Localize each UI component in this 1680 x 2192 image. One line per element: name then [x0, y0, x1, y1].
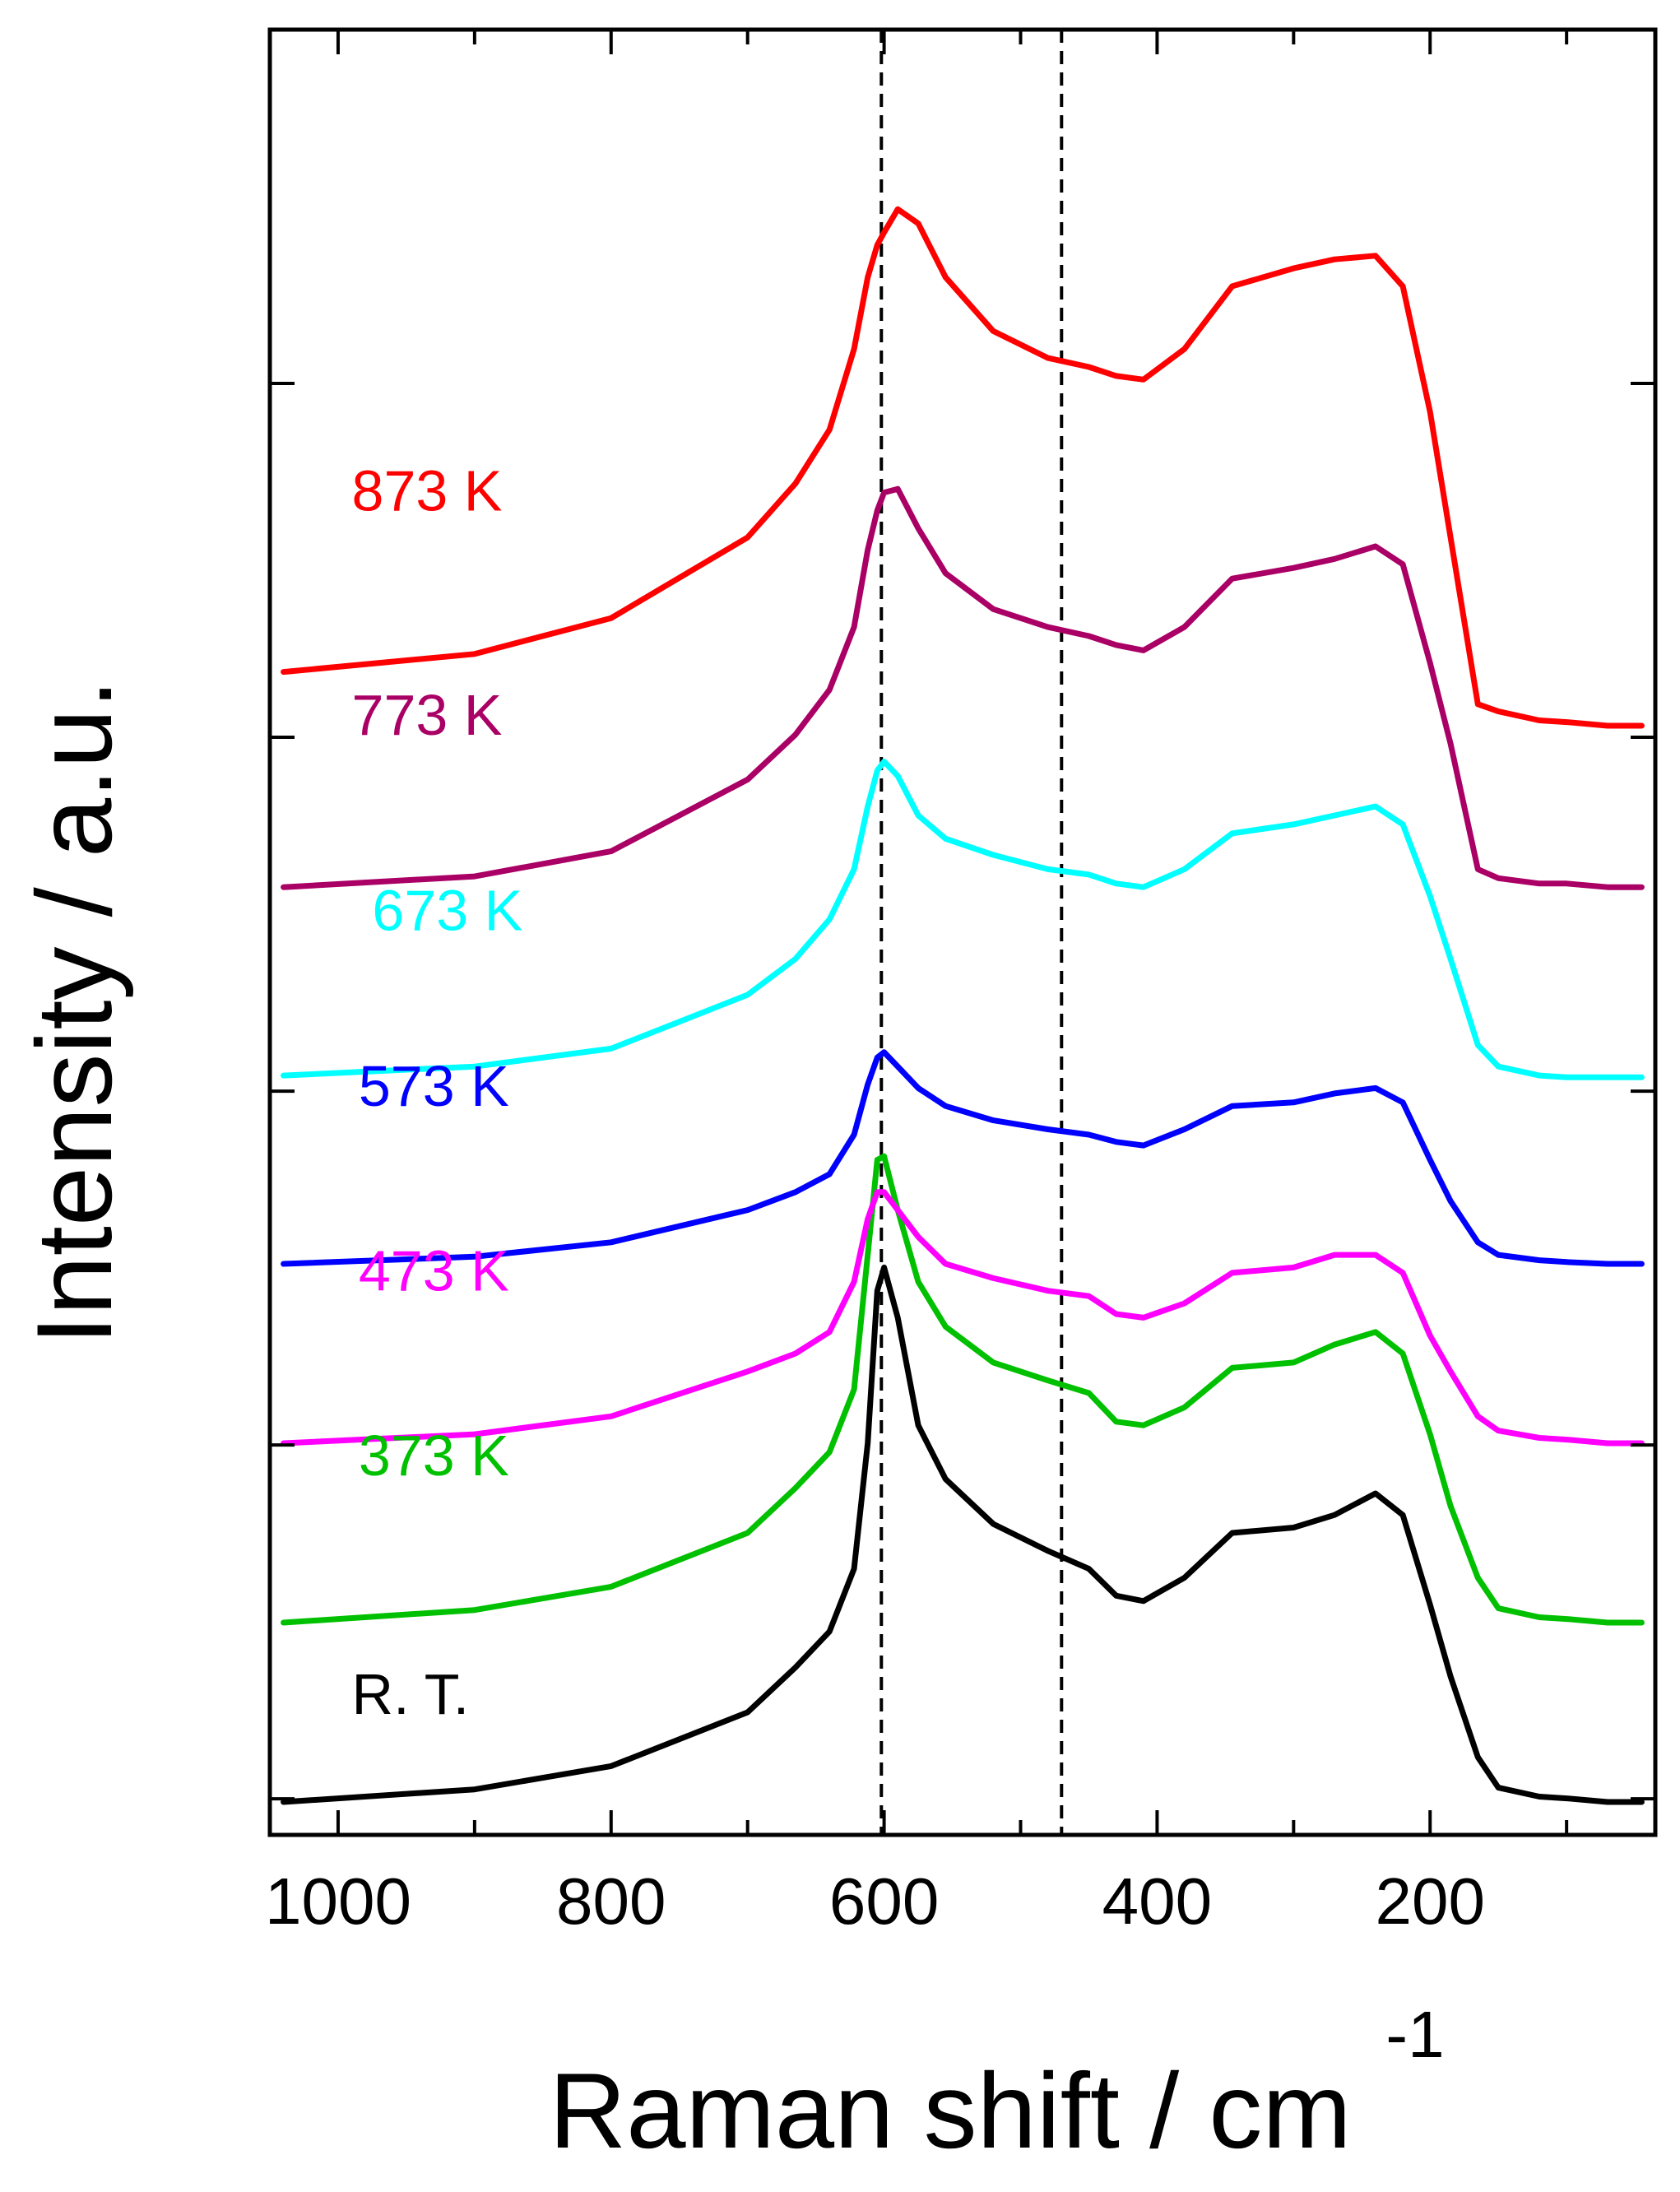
reference-lines	[879, 30, 1064, 1835]
series-line-r-t-	[281, 1264, 1645, 1805]
x-tick-label-400: 400	[1102, 1865, 1212, 1938]
x-tick-label-200: 200	[1376, 1865, 1485, 1938]
axes	[267, 27, 1658, 1837]
x-axis-label-superscript: -1	[1385, 1998, 1444, 2071]
series-labels: R. T. 373 K 473 K 573 K 673 K 773 K 873 K	[352, 458, 523, 1726]
x-axis-label-text: Raman shift / cm	[549, 2050, 1351, 2171]
series-line-373-k	[281, 1153, 1645, 1626]
series-line-473-k	[281, 1189, 1645, 1447]
series-layer	[281, 206, 1645, 1805]
series-label-473-k: 473 K	[359, 1239, 509, 1303]
series-line-573-k	[281, 1049, 1645, 1267]
series-label-773-k: 773 K	[352, 683, 503, 747]
series-label-373-k: 373 K	[359, 1423, 509, 1488]
x-tick-label-1000: 1000	[265, 1865, 411, 1938]
series-line-873-k	[281, 206, 1645, 729]
series-line-773-k	[281, 485, 1645, 890]
series-label-873-k: 873 K	[352, 458, 503, 522]
y-axis-label: Intensity / a.u.	[14, 679, 134, 1344]
series-label-673-k: 673 K	[372, 879, 522, 943]
series-line-673-k	[281, 759, 1645, 1080]
x-tick-label-800: 800	[556, 1865, 666, 1938]
x-axis-label: Raman shift / cm	[549, 2050, 1351, 2171]
plot-frame	[267, 27, 1658, 1837]
tick-labels: 1000 800 600 400 200	[265, 1865, 1485, 1938]
x-tick-label-600: 600	[829, 1865, 939, 1938]
series-label-573-k: 573 K	[359, 1054, 509, 1118]
series-label-r-t-: R. T.	[352, 1662, 470, 1726]
